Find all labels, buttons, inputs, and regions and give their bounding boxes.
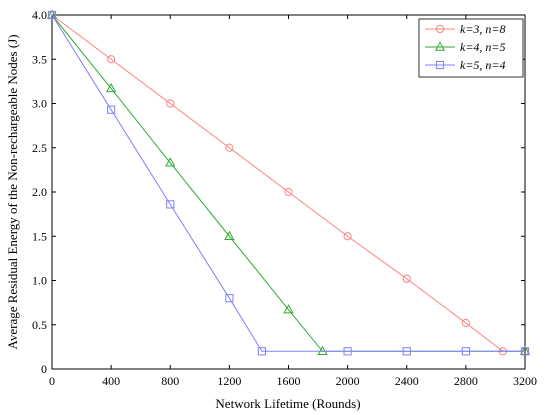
circle-marker [284,187,293,197]
x-tick-label: 0 [49,374,55,388]
legend-triangle-marker [434,41,446,51]
x-tick-label: 2400 [395,374,419,388]
circle-marker [343,232,352,241]
triangle-marker [317,345,328,355]
y-tick-label: 4.0 [32,8,47,22]
x-tick-label: 400 [102,374,120,388]
x-tick-label: 800 [161,374,179,388]
square-marker [107,105,116,114]
legend-label: k=4, n=5 [460,40,506,54]
legend: k=3, n=8 k=4, n=5 k=5, n=4 [418,18,524,78]
triangle-marker [105,82,117,93]
y-tick-label: 0.5 [32,318,47,332]
y-tick-label: 2.0 [32,185,47,199]
legend-entry: k=3, n=8 [425,22,506,36]
series-layer [46,9,531,356]
y-tick-label: 1.5 [32,229,47,243]
y-tick-label: 0 [41,362,47,376]
x-tick-label: 3200 [513,374,537,388]
legend-square-marker [435,60,445,70]
legend-entry: k=4, n=5 [425,40,506,54]
square-marker [461,347,470,356]
triangle-marker [224,230,235,240]
y-tick-labels: 0 0.5 1.0 1.5 2.0 2.5 3.0 3.5 4.0 [32,8,47,376]
x-tick-label: 2000 [336,374,360,388]
square-marker [520,347,530,356]
y-axis-title: Average Residual Energy of the Non-recha… [5,34,20,349]
triangle-marker [165,157,176,167]
y-tick-label: 1.0 [32,274,47,288]
square-marker [257,347,266,356]
square-marker [343,347,352,356]
triangle-marker [283,304,294,314]
x-tick-labels: 0 400 800 1200 1600 2000 2400 2800 3200 [49,374,537,388]
series-3 [47,10,530,356]
x-tick-label: 1200 [217,374,241,388]
x-axis-title: Network Lifetime (Rounds) [215,396,360,411]
legend-label: k=5, n=4 [460,58,506,72]
y-tick-label: 3.0 [32,97,47,111]
y-tick-label: 3.5 [32,52,47,66]
circle-marker [107,55,116,64]
x-tick-label: 2800 [454,374,478,388]
circle-marker [225,143,234,152]
circle-marker [461,318,470,328]
series-line [51,14,525,352]
legend-entry: k=5, n=4 [425,58,506,72]
square-marker [166,200,175,209]
circle-marker [166,99,175,108]
square-marker [47,10,57,20]
x-tick-label: 1600 [277,374,301,388]
series-1 [47,10,530,356]
legend-label: k=3, n=8 [460,22,506,36]
square-marker [225,294,234,303]
legend-circle-marker [435,24,445,34]
series-line [51,14,525,352]
square-marker [402,347,411,356]
y-tick-label: 2.5 [32,141,47,155]
circle-marker [402,274,411,283]
